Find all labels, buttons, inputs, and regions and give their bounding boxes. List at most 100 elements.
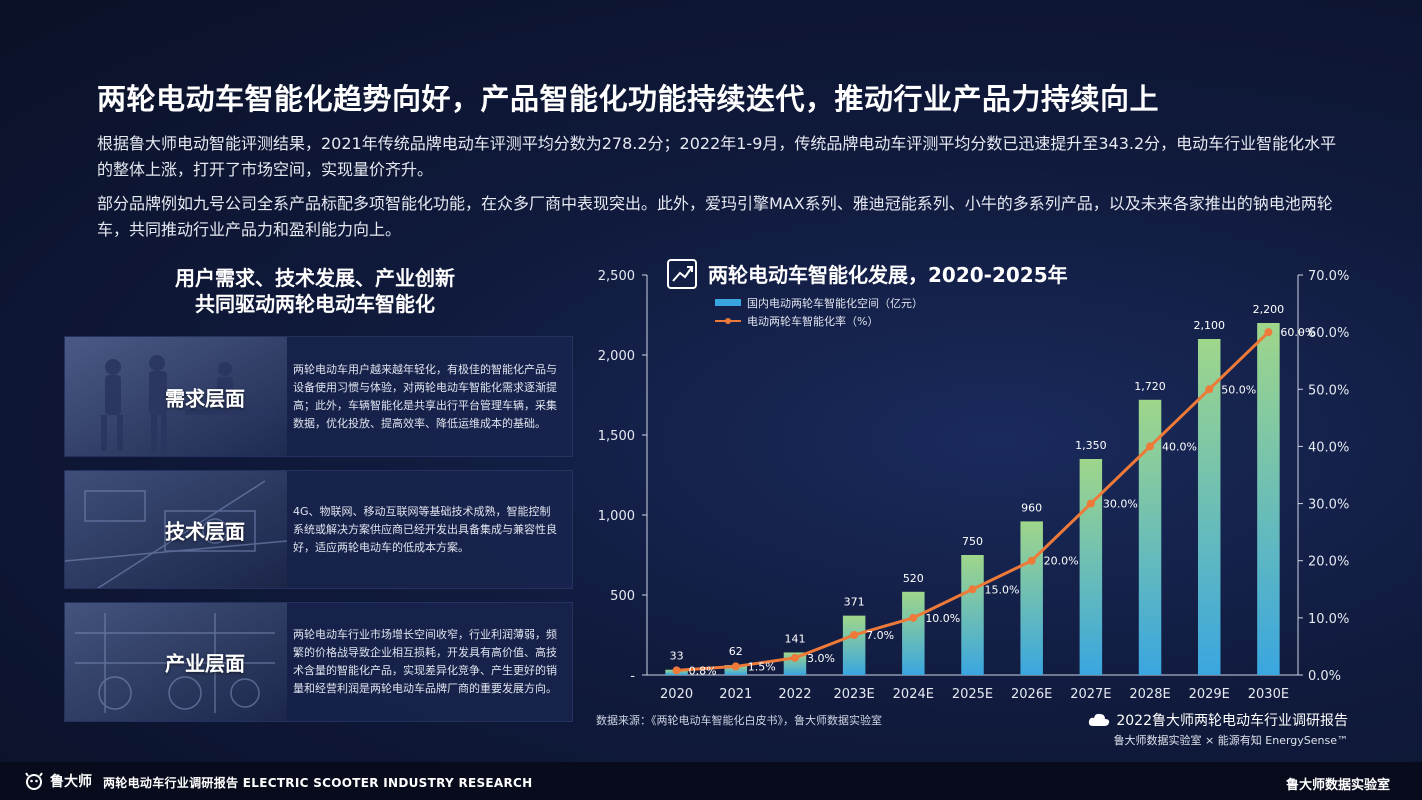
drivers-title: 用户需求、技术发展、产业创新 共同驱动两轮电动车智能化 xyxy=(60,265,570,317)
legend-line-label: 电动两轮车智能化率（%） xyxy=(747,314,878,328)
rate-point xyxy=(850,631,859,639)
demand-card: 需求层面 两轮电动车用户越来越年轻化，有极佳的智能化产品与设备使用习惯与体验，对… xyxy=(64,336,573,457)
chart-trend-icon xyxy=(667,259,697,289)
bar-value-label: 1,350 xyxy=(1075,439,1107,452)
demand-description: 两轮电动车用户越来越年轻化，有极佳的智能化产品与设备使用习惯与体验，对两轮电动车… xyxy=(293,362,557,430)
rate-value-label: 20.0% xyxy=(1044,555,1079,568)
x-tick-label: 2022 xyxy=(778,687,811,702)
footer-lab-name: 鲁大师数据实验室 xyxy=(1285,778,1390,793)
bar-value-label: 33 xyxy=(670,650,684,663)
technology-label: 技术层面 xyxy=(165,519,245,543)
demand-label: 需求层面 xyxy=(165,386,245,410)
rate-point xyxy=(1264,328,1273,337)
drivers-title-line1: 用户需求、技术发展、产业创新 xyxy=(175,266,455,290)
x-tick-label: 2027E xyxy=(1070,687,1111,702)
report-info: 2022鲁大师两轮电动车行业调研报告 鲁大师数据实验室 × 能源有知 Energ… xyxy=(1088,710,1348,748)
chart-legend: 国内电动两轮车智能化空间（亿元） 电动两轮车智能化率（%） xyxy=(715,296,923,328)
bar-value-label: 520 xyxy=(903,572,924,585)
legend-line-marker xyxy=(725,318,731,324)
bar xyxy=(902,591,925,675)
footer-brand-name: 鲁大师 xyxy=(50,774,92,790)
right-tick-label: 60.0% xyxy=(1308,326,1349,341)
x-tick-label: 2026E xyxy=(1011,687,1052,702)
technology-card: 技术层面 4G、物联网、移动互联网等基础技术成熟，智能控制系统或解决方案供应商已… xyxy=(64,470,573,589)
rate-point xyxy=(909,613,918,622)
bar xyxy=(1020,521,1043,675)
rate-point xyxy=(1086,499,1095,508)
right-tick-label: 30.0% xyxy=(1308,498,1349,513)
x-tick-label: 2024E xyxy=(893,687,934,702)
legend-bar-swatch xyxy=(715,299,741,306)
rate-point xyxy=(731,662,740,671)
x-tick-label: 2021 xyxy=(719,687,752,702)
right-tick-label: 20.0% xyxy=(1308,555,1349,570)
right-tick-label: 10.0% xyxy=(1308,612,1349,627)
rate-point xyxy=(1205,385,1214,394)
footer-brand: 鲁大师 xyxy=(24,771,92,791)
right-tick-label: 0.0% xyxy=(1308,669,1341,684)
report-title: 2022鲁大师两轮电动车行业调研报告 xyxy=(1116,713,1348,729)
industry-label: 产业层面 xyxy=(165,651,245,676)
rate-value-label: 40.0% xyxy=(1162,440,1197,453)
rate-value-label: 3.0% xyxy=(807,652,835,665)
x-tick-label: 2025E xyxy=(952,687,993,702)
x-tick-label: 2029E xyxy=(1189,687,1230,702)
intro-paragraph-1: 根据鲁大师电动智能评测结果，2021年传统品牌电动车评测平均分数为278.2分；… xyxy=(97,134,1337,179)
x-tick-label: 2020 xyxy=(660,687,693,702)
rate-value-label: 15.0% xyxy=(985,583,1020,596)
report-subtitle: 鲁大师数据实验室 × 能源有知 EnergySense™ xyxy=(1113,734,1348,747)
page-title: 两轮电动车智能化趋势向好，产品智能化功能持续迭代，推动行业产品力持续向上 xyxy=(97,82,1160,116)
bar xyxy=(961,555,984,675)
bar-value-label: 141 xyxy=(784,632,805,645)
bar-value-label: 371 xyxy=(844,596,865,609)
rate-value-label: 30.0% xyxy=(1103,498,1138,511)
right-tick-label: 40.0% xyxy=(1308,440,1349,455)
industry-photo xyxy=(65,603,287,721)
cloud-logo-icon xyxy=(1089,713,1110,726)
rate-value-label: 60.0% xyxy=(1280,326,1315,339)
demand-photo xyxy=(65,337,287,456)
x-tick-label: 2023E xyxy=(833,687,874,702)
legend-bar-label: 国内电动两轮车智能化空间（亿元） xyxy=(747,296,923,310)
footer-bar: 鲁大师 两轮电动车行业调研报告 ELECTRIC SCOOTER INDUSTR… xyxy=(0,762,1422,800)
rate-point xyxy=(1146,442,1155,451)
left-tick-label: - xyxy=(630,669,635,684)
data-source: 数据来源：《两轮电动车智能化白皮书》，鲁大师数据实验室 xyxy=(596,714,882,727)
drivers-title-line2: 共同驱动两轮电动车智能化 xyxy=(195,292,435,316)
industry-card: 产业层面 两轮电动车行业市场增长空间收窄，行业利润薄弱，频繁的价格战导致企业相互… xyxy=(64,602,573,722)
chart: 两轮电动车智能化发展，2020-2025年 国内电动两轮车智能化空间（亿元） 电… xyxy=(598,259,1349,702)
bar xyxy=(1257,323,1280,675)
rate-value-label: 50.0% xyxy=(1221,383,1256,396)
rate-point xyxy=(790,653,799,662)
rate-value-label: 0.8% xyxy=(689,664,717,677)
bar-value-label: 2,200 xyxy=(1253,303,1285,316)
rate-value-label: 1.5% xyxy=(748,660,776,673)
bar xyxy=(1138,399,1162,675)
bar-value-label: 62 xyxy=(729,645,743,658)
rate-point xyxy=(1027,556,1036,565)
technology-photo xyxy=(65,471,287,588)
footer-report-name: 两轮电动车行业调研报告 ELECTRIC SCOOTER INDUSTRY RE… xyxy=(103,776,533,790)
rate-point xyxy=(672,666,681,675)
right-tick-label: 50.0% xyxy=(1308,383,1349,398)
ludashi-logo-icon xyxy=(25,772,43,790)
intro-paragraph-2: 部分品牌例如九号公司全系产品标配多项智能化功能，在众多厂商中表现突出。此外，爱玛… xyxy=(97,194,1333,239)
x-tick-label: 2030E xyxy=(1248,687,1289,702)
x-tick-label: 2028E xyxy=(1129,687,1170,702)
bar-value-label: 1,720 xyxy=(1134,380,1166,393)
bar xyxy=(842,615,866,675)
left-tick-label: 500 xyxy=(610,589,635,604)
bar-value-label: 2,100 xyxy=(1193,319,1225,332)
bar-value-label: 960 xyxy=(1021,501,1042,514)
bar xyxy=(1079,459,1103,675)
chart-title: 两轮电动车智能化发展，2020-2025年 xyxy=(708,263,1068,287)
bar xyxy=(1197,339,1221,675)
rate-value-label: 7.0% xyxy=(866,629,894,642)
left-tick-label: 1,000 xyxy=(598,509,635,524)
rate-value-label: 10.0% xyxy=(925,612,960,625)
rate-point xyxy=(968,585,977,594)
industry-description: 两轮电动车行业市场增长空间收窄，行业利润薄弱，频繁的价格战导致企业相互损耗，开发… xyxy=(293,628,557,695)
left-tick-label: 1,500 xyxy=(598,429,635,444)
left-tick-label: 2,500 xyxy=(598,269,635,284)
bar-value-label: 750 xyxy=(962,535,983,548)
